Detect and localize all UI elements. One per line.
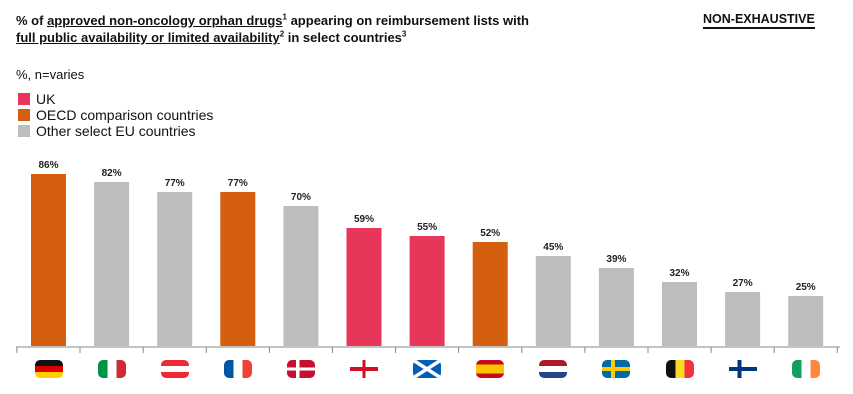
value-label-belgium: 32% — [669, 268, 689, 279]
value-label-finland: 27% — [733, 278, 753, 289]
chart-legend: UK OECD comparison countries Other selec… — [18, 91, 213, 139]
value-label-ireland: 25% — [796, 282, 816, 293]
chart-title: % of approved non-oncology orphan drugs1… — [16, 12, 529, 45]
bar-ireland — [788, 296, 824, 346]
flag-ireland-icon — [791, 360, 820, 378]
legend-item-oecd: OECD comparison countries — [18, 107, 213, 123]
flag-netherlands-icon — [539, 360, 568, 378]
value-label-netherlands: 45% — [543, 242, 563, 253]
value-label-italy: 82% — [102, 168, 122, 179]
flag-denmark-icon — [286, 360, 315, 378]
flag-spain-icon — [476, 360, 505, 378]
bar-denmark — [283, 206, 319, 346]
bar-sweden — [598, 268, 634, 346]
bar-belgium — [662, 282, 697, 346]
legend-label-uk: UK — [36, 91, 56, 107]
bar-scotland — [409, 236, 445, 346]
value-label-germany: 86% — [38, 160, 58, 171]
flag-germany-icon — [34, 360, 63, 378]
legend-label-oecd: OECD comparison countries — [36, 107, 214, 123]
value-label-scotland: 55% — [417, 222, 437, 233]
chart-subtitle: %, n=varies — [16, 67, 85, 82]
bar-netherlands — [535, 256, 571, 346]
legend-item-uk: UK — [18, 91, 213, 107]
flag-italy-icon — [97, 360, 126, 378]
non-exhaustive-badge: NON-EXHAUSTIVE — [703, 12, 815, 29]
flag-austria-icon — [160, 360, 189, 378]
value-label-austria: 77% — [165, 178, 185, 189]
flag-belgium-icon — [665, 360, 694, 378]
flag-france-icon — [223, 360, 252, 378]
bar-italy — [94, 182, 130, 346]
bar-spain — [472, 242, 508, 346]
flag-england-icon — [350, 360, 378, 378]
bars-group — [31, 174, 824, 346]
value-labels-group: 86% 82% 77% 77% 70% 59% 55% 52% 45% 39% 32% 27% 25% — [38, 160, 815, 293]
bar-finland — [725, 292, 761, 346]
legend-item-eu: Other select EU countries — [18, 123, 213, 139]
flag-scotland-icon — [413, 360, 442, 378]
legend-label-eu: Other select EU countries — [36, 123, 196, 139]
bar-england — [346, 228, 382, 346]
value-label-england: 59% — [354, 214, 374, 225]
x-axis-ticks — [16, 347, 838, 353]
bar-austria — [157, 192, 193, 346]
value-label-sweden: 39% — [606, 254, 626, 265]
bar-germany — [31, 174, 66, 346]
value-label-spain: 52% — [480, 228, 500, 239]
value-label-france: 77% — [228, 178, 248, 189]
value-label-denmark: 70% — [291, 192, 311, 203]
flag-finland-icon — [728, 360, 757, 378]
legend-swatch-eu — [18, 125, 30, 137]
flag-sweden-icon — [602, 360, 631, 378]
legend-swatch-uk — [18, 93, 30, 105]
legend-swatch-oecd — [18, 109, 30, 121]
bar-france — [220, 192, 256, 346]
